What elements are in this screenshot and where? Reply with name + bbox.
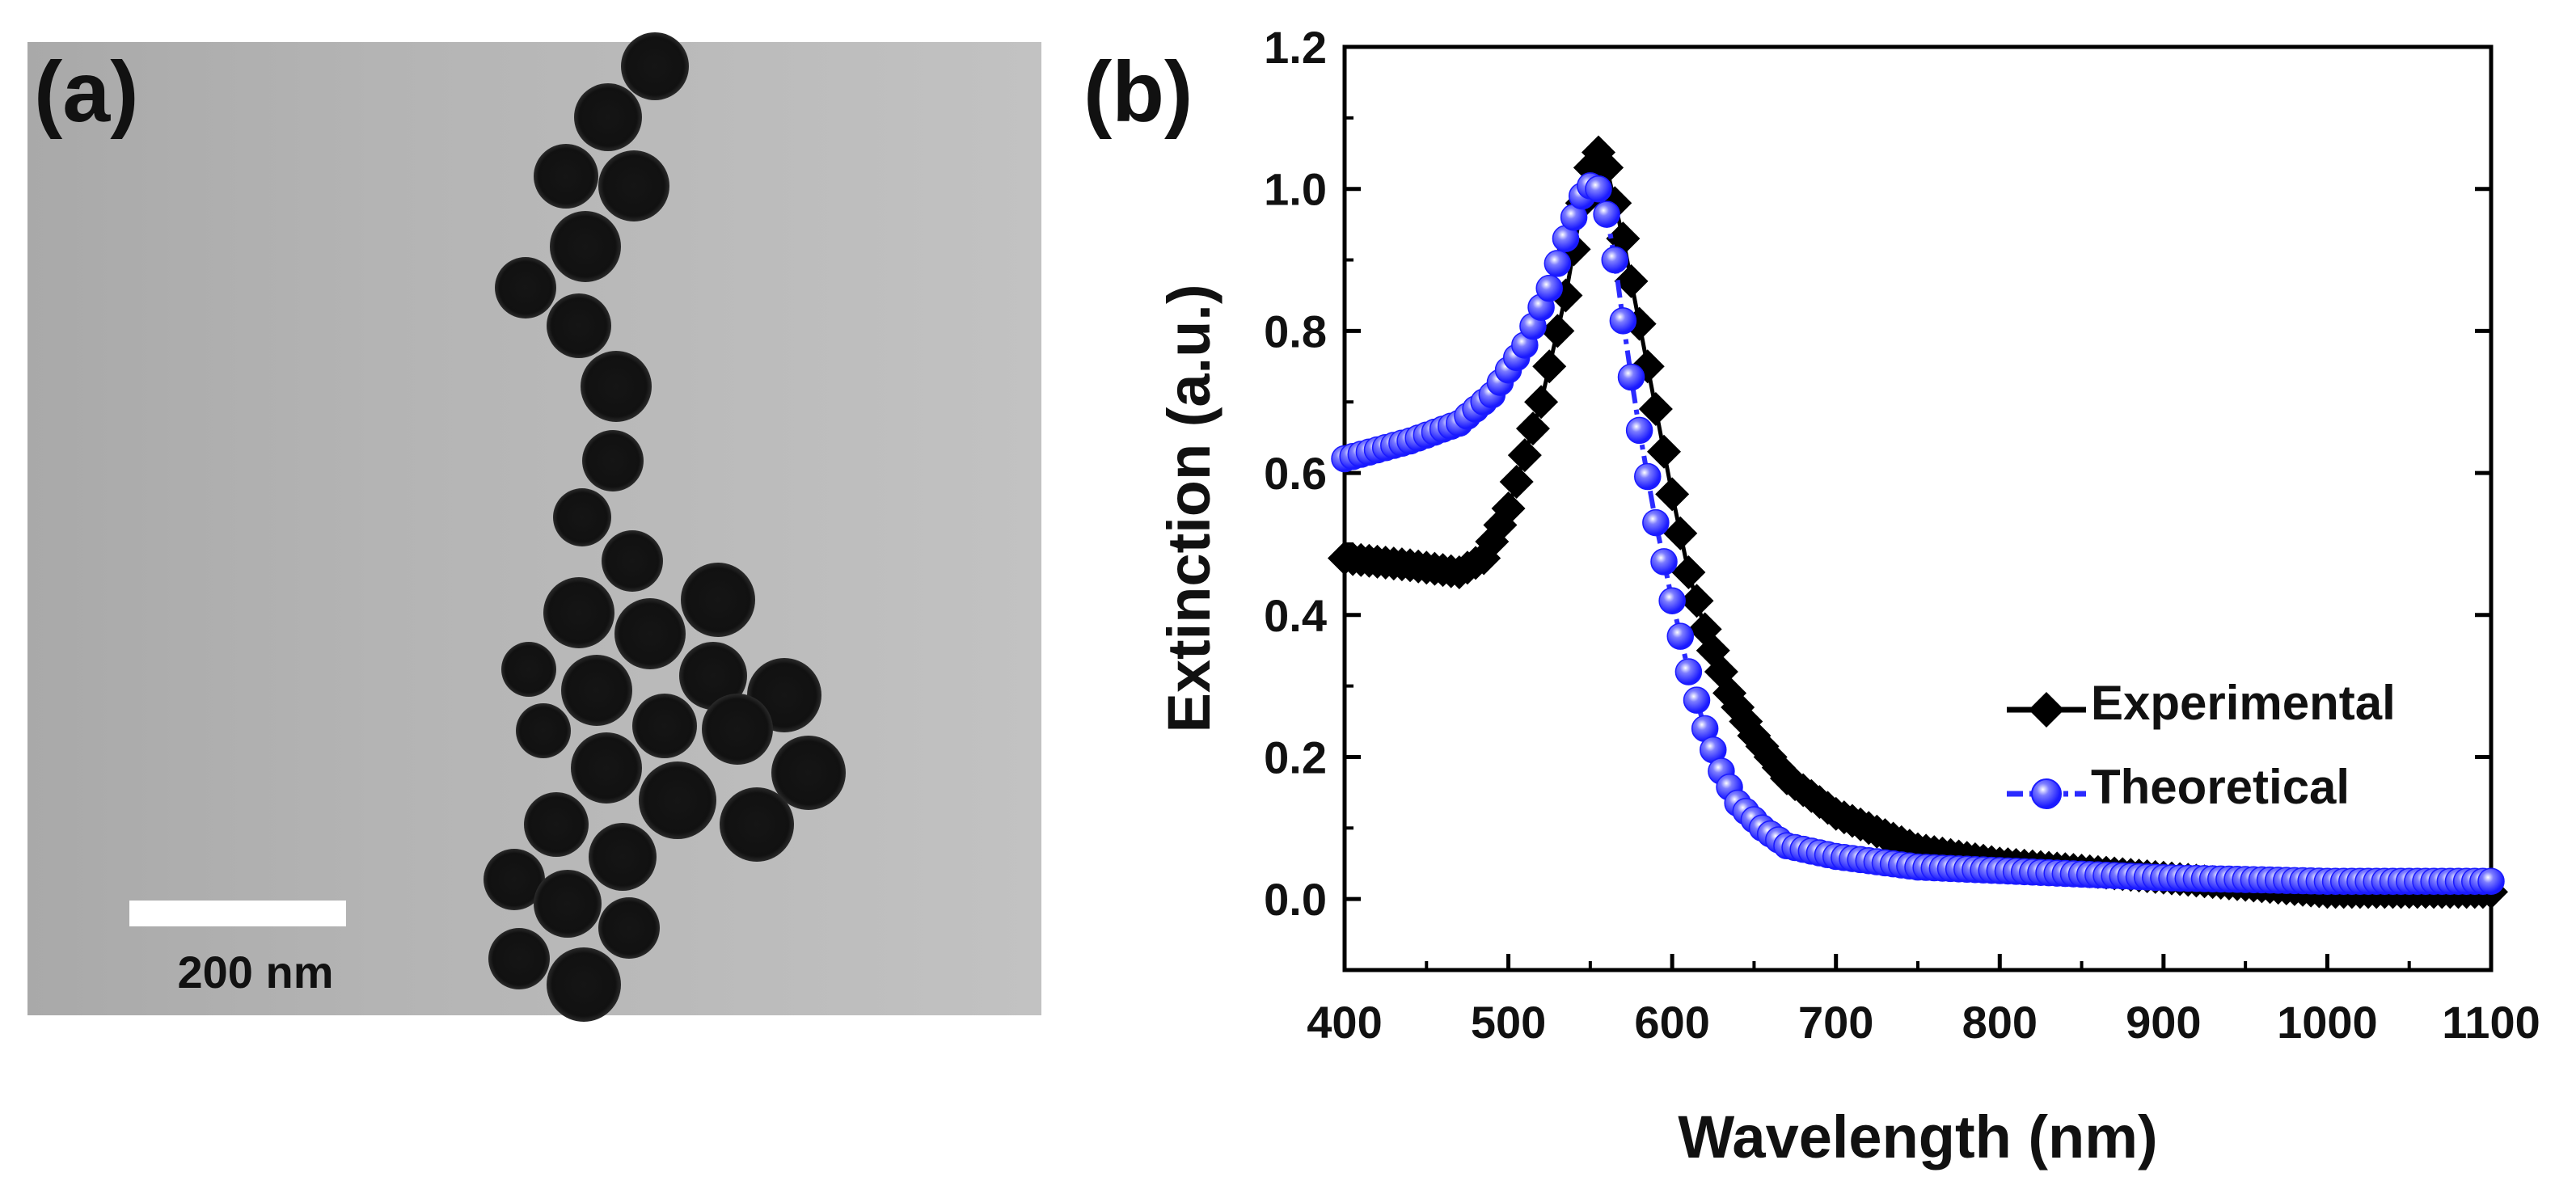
y-tick-label: 1.2: [1264, 22, 1327, 73]
data-point-experimental: [1679, 584, 1714, 618]
legend-marker-theoretical: [2031, 778, 2062, 809]
data-point-experimental: [1655, 477, 1690, 512]
data-point-experimental: [1532, 349, 1567, 384]
data-point-theoretical: [2477, 867, 2505, 895]
data-point-theoretical: [1650, 548, 1678, 576]
nanoparticle: [632, 694, 697, 758]
nanoparticle: [598, 150, 669, 221]
x-axis-title: Wavelength (nm): [1678, 1103, 2157, 1171]
legend-item-theoretical: Theoretical: [2007, 760, 2350, 814]
x-tick-label: 1000: [2277, 997, 2378, 1048]
nanoparticle: [488, 928, 550, 989]
nanoparticle: [543, 577, 614, 648]
data-point-experimental: [1515, 411, 1550, 446]
y-tick-label: 0.4: [1264, 590, 1327, 641]
nanoparticle: [621, 32, 689, 100]
x-tick-label: 400: [1307, 997, 1382, 1048]
data-point-theoretical: [1642, 508, 1670, 537]
y-tick-label: 1.0: [1264, 164, 1327, 215]
data-point-theoretical: [1543, 250, 1572, 277]
nanoparticle: [561, 655, 632, 726]
data-point-experimental: [1524, 385, 1559, 420]
data-point-experimental: [1638, 392, 1673, 427]
y-axis-title: Extinction (a.u.): [1155, 285, 1223, 733]
nanoparticle: [524, 792, 589, 857]
tem-image-background: [27, 42, 1041, 1015]
nanoparticle: [553, 488, 611, 546]
legend: Experimental Theoretical: [2007, 676, 2396, 814]
series-theoretical: [1331, 172, 2505, 895]
data-point-theoretical: [1683, 686, 1711, 714]
panel-b-label: (b): [1083, 44, 1193, 140]
nanoparticle-cluster: [484, 32, 846, 1022]
nanoparticle: [614, 598, 686, 669]
extinction-plot: 400 500 600 700 800 900 1000 1100 0.0 0.2 0.4 0.6 0.…: [1264, 22, 2540, 1048]
x-tick-label: 900: [2126, 997, 2201, 1048]
data-point-theoretical: [1593, 200, 1620, 228]
nanoparticle: [534, 144, 598, 209]
data-point-experimental: [1671, 555, 1706, 590]
nanoparticle: [547, 293, 611, 358]
nanoparticle: [602, 530, 663, 592]
scale-bar-label: 200 nm: [178, 947, 334, 998]
x-tick-label: 800: [1962, 997, 2038, 1048]
nanoparticle: [582, 430, 644, 491]
legend-item-experimental: Experimental: [2007, 676, 2396, 730]
nanoparticle: [574, 83, 642, 151]
nanoparticle: [681, 563, 755, 637]
y-tick-label: 0.2: [1264, 732, 1327, 782]
nanoparticle: [679, 642, 747, 710]
data-point-theoretical: [1617, 363, 1645, 391]
nanoparticle: [702, 694, 773, 765]
y-tick-label: 0.8: [1264, 306, 1327, 356]
x-tick-label: 1100: [2442, 997, 2540, 1048]
legend-label-theoretical: Theoretical: [2091, 760, 2350, 814]
nanoparticle: [501, 642, 556, 697]
nanoparticle: [516, 703, 571, 758]
nanoparticle: [581, 351, 652, 422]
data-point-theoretical: [1634, 462, 1662, 491]
data-point-theoretical: [1666, 622, 1695, 650]
data-point-experimental: [1540, 314, 1575, 348]
legend-label-experimental: Experimental: [2091, 676, 2396, 730]
data-point-experimental: [1663, 516, 1698, 550]
nanoparticle: [598, 897, 660, 959]
data-point-theoretical: [1625, 416, 1653, 445]
data-point-experimental: [1491, 491, 1526, 525]
nanoparticle: [547, 947, 621, 1022]
data-point-theoretical: [1658, 587, 1686, 614]
data-point-experimental: [1614, 264, 1649, 298]
x-tick-label: 500: [1471, 997, 1546, 1048]
nanoparticle: [720, 787, 794, 862]
data-point-theoretical: [1585, 175, 1612, 203]
x-tick-label: 600: [1634, 997, 1709, 1048]
x-tick-label: 700: [1798, 997, 1873, 1048]
nanoparticle: [639, 761, 716, 839]
nanoparticle: [571, 732, 642, 804]
nanoparticle: [534, 870, 602, 938]
data-point-experimental: [1499, 465, 1534, 500]
panel-b: (b) 400 500 600 700 800 900 1000 1100 0.0 0.2 0.4 0…: [1083, 22, 2540, 1171]
axis-ticks: 400 500 600 700 800 900 1000 1100 0.0 0.2 0.4 0.6 0.…: [1264, 22, 2540, 1048]
data-point-theoretical: [1609, 307, 1637, 335]
panel-a-label: (a): [34, 44, 139, 140]
y-tick-label: 0.6: [1264, 448, 1327, 499]
nanoparticle: [550, 211, 621, 282]
nanoparticle: [495, 257, 556, 318]
data-point-theoretical: [1601, 246, 1628, 274]
data-point-experimental: [1647, 434, 1682, 469]
nanoparticle: [484, 849, 545, 910]
legend-marker-experimental: [2029, 692, 2064, 728]
data-point-experimental: [1507, 438, 1542, 473]
nanoparticle: [771, 736, 846, 810]
nanoparticle: [589, 823, 657, 891]
scale-bar: [129, 901, 346, 926]
data-point-theoretical: [1674, 658, 1703, 685]
panel-a: 200 nm (a): [27, 32, 1041, 1022]
data-point-theoretical: [1535, 274, 1563, 302]
y-tick-label: 0.0: [1264, 874, 1327, 925]
